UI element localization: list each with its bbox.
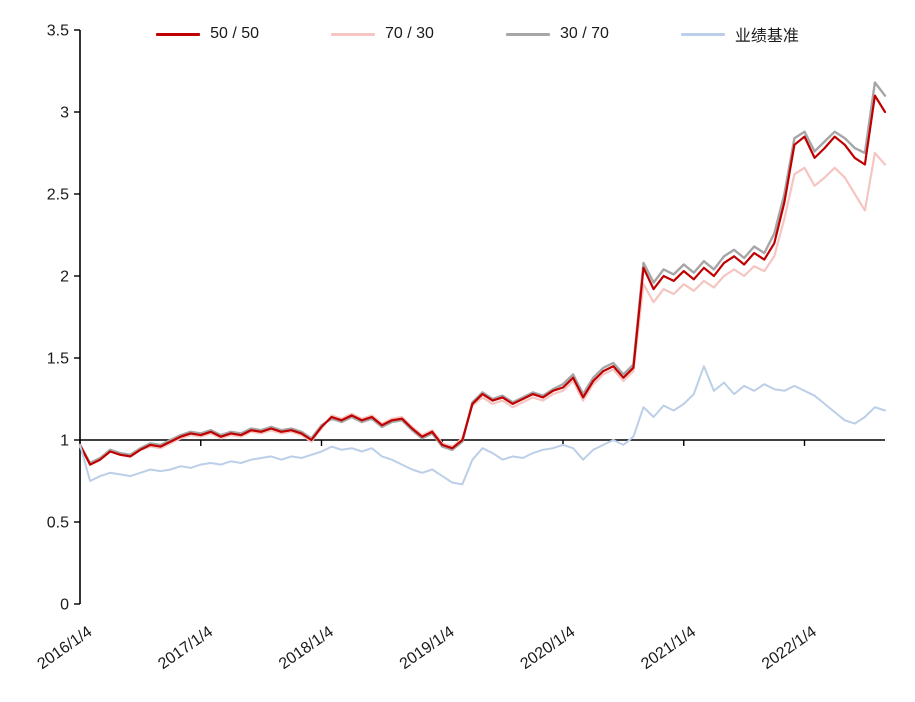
y-axis-tick-label: 0 [60, 597, 69, 614]
x-axis-tick-label: 2016/1/4 [35, 623, 96, 673]
y-axis-tick-label: 3.5 [47, 23, 69, 40]
x-axis-tick-label: 2020/1/4 [518, 623, 579, 673]
x-axis-tick-label: 2017/1/4 [155, 623, 216, 673]
y-axis-tick-label: 0.5 [47, 515, 69, 532]
x-axis-tick-label: 2022/1/4 [759, 623, 820, 673]
series-line-30/70 [78, 81, 887, 465]
y-axis-tick-label: 1 [60, 433, 69, 450]
y-axis-tick-label: 1.5 [47, 351, 69, 368]
series-line-业绩基准 [79, 365, 886, 486]
y-axis-tick-label: 3 [60, 105, 69, 122]
x-axis-tick-label: 2019/1/4 [397, 623, 458, 673]
x-axis-tick-label: 2021/1/4 [638, 623, 699, 673]
x-axis-tick-label: 2018/1/4 [276, 623, 337, 673]
y-axis-tick-label: 2 [60, 269, 69, 286]
series-line-70/30 [78, 151, 887, 466]
series-line-50/50 [78, 94, 887, 466]
y-axis-tick-label: 2.5 [47, 187, 69, 204]
